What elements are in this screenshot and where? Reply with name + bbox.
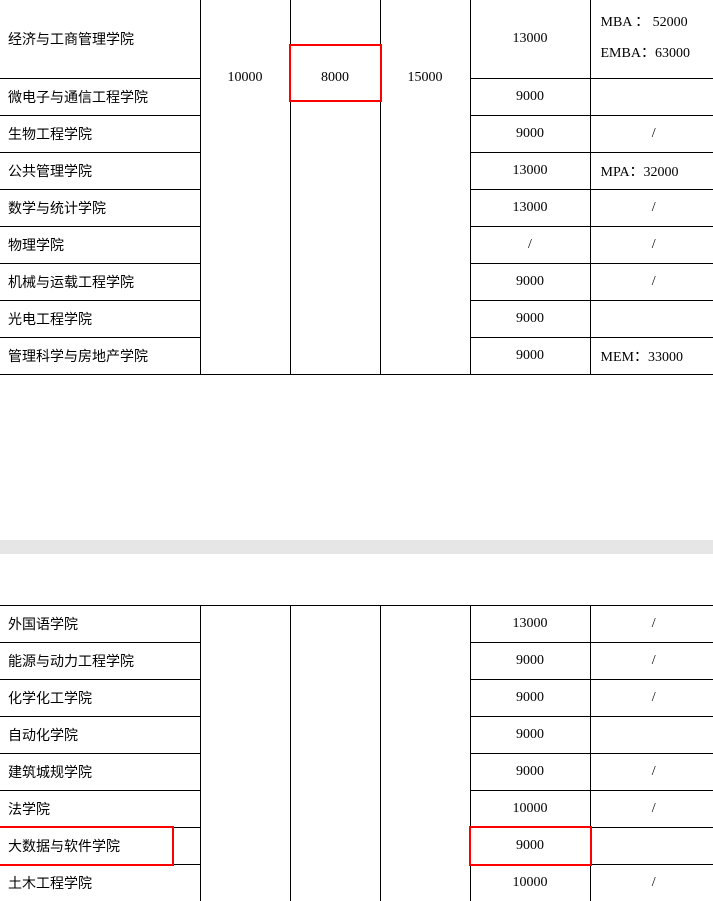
cell-d: 9000 xyxy=(470,115,590,152)
cell-e: / xyxy=(590,790,713,827)
cell-e: / xyxy=(590,189,713,226)
cell-name: 自动化学院 xyxy=(0,716,200,753)
cell-col-b xyxy=(290,605,380,901)
cell-d: / xyxy=(470,226,590,263)
cell-d: 9000 xyxy=(470,679,590,716)
cell-e xyxy=(590,716,713,753)
cell-d: 13000 xyxy=(470,0,590,78)
cell-d: 9000 xyxy=(470,300,590,337)
cell-d: 10000 xyxy=(470,790,590,827)
cell-col-c xyxy=(380,605,470,901)
cell-8000-text: 8000 xyxy=(297,70,374,86)
cell-e: / xyxy=(590,642,713,679)
cell-d: 10000 xyxy=(470,864,590,901)
cell-name: 生物工程学院 xyxy=(0,115,200,152)
table-row: 外国语学院 13000/ xyxy=(0,605,713,642)
cell-name: 能源与动力工程学院 xyxy=(0,642,200,679)
cell-e: MBA ： 52000 EMBA：63000 xyxy=(590,0,713,78)
cell-e: / xyxy=(590,115,713,152)
cell-name: 大数据与软件学院 xyxy=(0,827,200,864)
cell-name: 机械与运载工程学院 xyxy=(0,263,200,300)
cell-name: 数学与统计学院 xyxy=(0,189,200,226)
cell-e xyxy=(590,300,713,337)
highlight-bigdata-d xyxy=(469,826,592,866)
cell-name: 物理学院 xyxy=(0,226,200,263)
cell-name: 微电子与通信工程学院 xyxy=(0,78,200,115)
cell-e xyxy=(590,78,713,115)
bottom-table-section: 外国语学院13000/能源与动力工程学院9000/化学化工学院9000/自动化学… xyxy=(0,605,713,901)
highlight-bigdata-name xyxy=(0,826,174,866)
cell-col-c: 15000 xyxy=(380,0,470,374)
table-row: 经济与工商管理学院1000080001500013000MBA ： 52000 … xyxy=(0,0,713,78)
cell-name: 经济与工商管理学院 xyxy=(0,0,200,78)
cell-col-a xyxy=(200,605,290,901)
cell-name: 建筑城规学院 xyxy=(0,753,200,790)
cell-d: 13000 xyxy=(470,152,590,189)
cell-d: 9000 xyxy=(470,642,590,679)
cell-d: 9000 xyxy=(470,263,590,300)
cell-name: 化学化工学院 xyxy=(0,679,200,716)
cell-name: 土木工程学院 xyxy=(0,864,200,901)
gap-bar xyxy=(0,540,713,554)
top-table-section: 经济与工商管理学院1000080001500013000MBA ： 52000 … xyxy=(0,0,713,375)
bottom-table: 外国语学院13000/能源与动力工程学院9000/化学化工学院9000/自动化学… xyxy=(0,605,713,901)
cell-col-b: 8000 xyxy=(290,0,380,374)
cell-name: 管理科学与房地产学院 xyxy=(0,337,200,374)
cell-name: 外国语学院 xyxy=(0,605,200,642)
cell-e: / xyxy=(590,753,713,790)
top-table: 经济与工商管理学院1000080001500013000MBA ： 52000 … xyxy=(0,0,713,375)
cell-d: 9000 xyxy=(470,78,590,115)
cell-d: 9000 xyxy=(470,716,590,753)
cell-e: / xyxy=(590,605,713,642)
cell-d: 9000 xyxy=(470,753,590,790)
cell-e: / xyxy=(590,679,713,716)
cell-name: 光电工程学院 xyxy=(0,300,200,337)
cell-e: / xyxy=(590,864,713,901)
cell-d: 13000 xyxy=(470,189,590,226)
cell-col-a: 10000 xyxy=(200,0,290,374)
cell-name: 公共管理学院 xyxy=(0,152,200,189)
page-gap xyxy=(0,375,713,605)
cell-e: MPA：32000 xyxy=(590,152,713,189)
cell-e xyxy=(590,827,713,864)
cell-name: 法学院 xyxy=(0,790,200,827)
cell-d: 9000 xyxy=(470,337,590,374)
cell-e: / xyxy=(590,263,713,300)
cell-d: 9000 xyxy=(470,827,590,864)
cell-e: MEM：33000 xyxy=(590,337,713,374)
cell-d: 13000 xyxy=(470,605,590,642)
cell-e: / xyxy=(590,226,713,263)
